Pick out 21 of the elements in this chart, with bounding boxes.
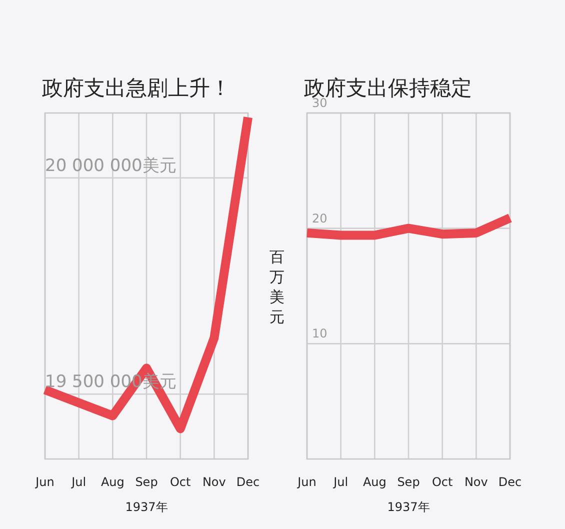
y-tick-label: 10 [312,326,328,341]
x-tick-label: Dec [236,475,260,489]
x-tick-label: Oct [170,475,191,489]
chart-title: 政府支出急剧上升！ [42,76,231,100]
x-tick-label: Nov [464,475,488,489]
y-axis-title: 百万美元 [270,248,284,326]
x-axis-title: 1937年 [387,500,430,514]
x-tick-label: Sep [135,475,158,489]
x-tick-label: Aug [100,475,124,489]
x-tick-label: Dec [498,475,522,489]
x-axis-title: 1937年 [125,500,168,514]
x-tick-label: Aug [362,475,386,489]
x-tick-label: Jun [34,475,54,489]
x-tick-label: Jul [332,475,348,489]
y-tick-label: 20 [312,211,328,226]
y-tick-label: 20 000 000美元 [45,156,176,176]
x-tick-label: Sep [397,475,420,489]
x-tick-label: Oct [432,475,453,489]
x-tick-label: Jul [70,475,86,489]
x-tick-label: Jun [296,475,316,489]
x-tick-label: Nov [202,475,226,489]
